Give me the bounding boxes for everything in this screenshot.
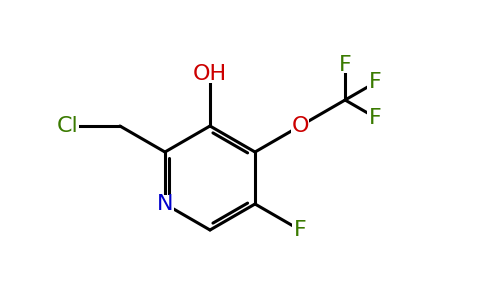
Text: OH: OH [193,64,227,84]
Bar [292,221,308,239]
Bar [291,117,309,135]
Bar [57,117,79,135]
Text: F: F [369,73,382,92]
Bar [337,57,353,73]
Text: N: N [157,194,173,214]
Text: F: F [294,220,306,240]
Text: O: O [291,116,309,136]
Text: F: F [369,107,382,128]
Bar [367,110,383,125]
Bar [196,65,224,83]
Text: F: F [339,55,351,75]
Bar [367,74,383,91]
Bar [156,195,174,213]
Text: Cl: Cl [57,116,79,136]
